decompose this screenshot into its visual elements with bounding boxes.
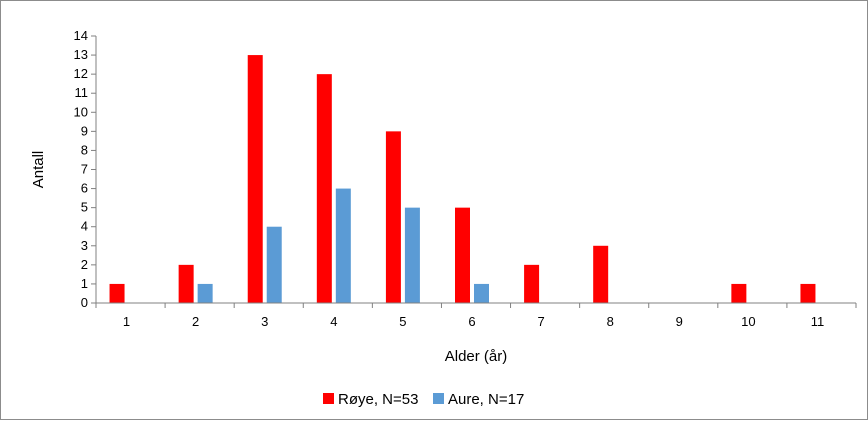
y-tick-label: 10	[74, 104, 88, 119]
y-tick-label: 0	[81, 295, 88, 310]
x-tick-label: 6	[468, 314, 475, 329]
bar-series-1	[593, 245, 609, 303]
bar-series-1	[524, 264, 540, 303]
x-tick-label: 9	[676, 314, 683, 329]
x-axis-title: Alder (år)	[445, 348, 508, 365]
bar-series-1	[385, 131, 401, 303]
bar-series-1	[109, 283, 125, 303]
y-tick-label: 5	[81, 200, 88, 215]
bar-series-2	[474, 283, 489, 303]
legend-swatch	[323, 393, 334, 404]
y-tick-label: 11	[75, 85, 89, 100]
x-tick-label: 5	[399, 314, 406, 329]
legend-swatch	[433, 393, 444, 404]
y-tick-label: 12	[74, 66, 88, 81]
bar-series-1	[800, 283, 816, 303]
y-tick-label: 8	[81, 142, 88, 157]
y-tick-label: 3	[81, 238, 88, 253]
x-tick-label: 2	[192, 314, 199, 329]
bar-series-1	[178, 264, 194, 303]
bar-series-2	[335, 188, 351, 303]
y-axis-title: Antall	[30, 151, 47, 189]
x-tick-label: 7	[537, 314, 544, 329]
bar-series-1	[731, 283, 747, 303]
bar-series-1	[316, 74, 332, 304]
y-tick-label: 9	[81, 123, 88, 138]
bar-series-2	[266, 226, 282, 303]
legend: Røye, N=53 Aure, N=17	[323, 391, 524, 408]
y-tick-label: 14	[74, 28, 88, 43]
x-tick-label: 11	[811, 314, 825, 329]
y-tick-label: 7	[81, 162, 88, 177]
x-axis-ticks: 1 2 3 4 5 6 7 8 9 10 11	[95, 303, 857, 329]
bar-series-2	[197, 283, 213, 303]
y-tick-label: 2	[81, 257, 88, 272]
y-tick-label: 6	[81, 181, 88, 196]
bars	[109, 55, 816, 304]
y-tick-label: 4	[81, 219, 88, 234]
legend-label: Røye, N=53	[338, 391, 418, 408]
y-tick-label: 13	[74, 47, 88, 62]
bar-series-1	[455, 207, 470, 303]
y-tick-label: 1	[81, 276, 88, 291]
x-tick-label: 4	[330, 314, 337, 329]
x-tick-label: 1	[123, 314, 130, 329]
x-tick-label: 8	[607, 314, 614, 329]
bar-series-1	[247, 55, 263, 304]
bar-series-2	[404, 207, 420, 303]
x-tick-label: 3	[261, 314, 268, 329]
x-tick-label: 10	[741, 314, 755, 329]
legend-label: Aure, N=17	[448, 391, 524, 408]
